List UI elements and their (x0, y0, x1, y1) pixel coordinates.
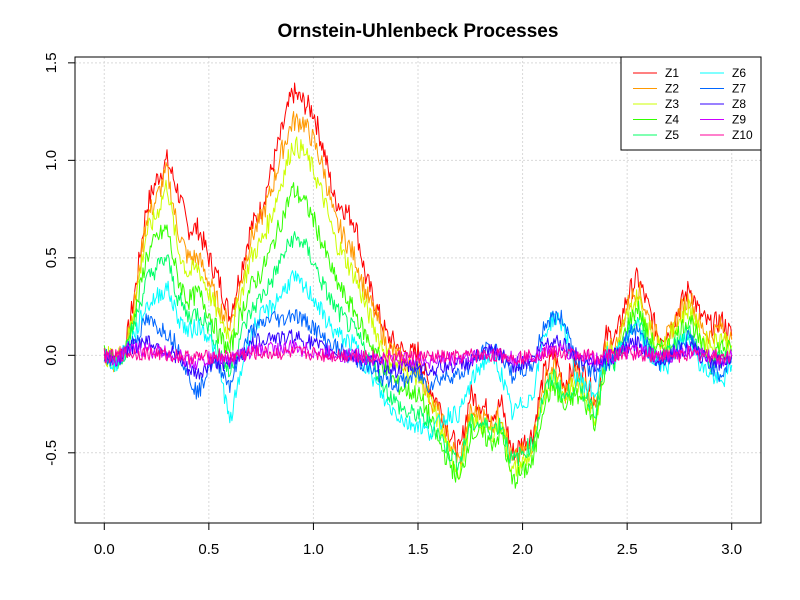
y-tick-label: 1.5 (43, 52, 60, 73)
series-line-z3 (103, 136, 733, 481)
x-tick-label: 2.0 (512, 541, 533, 558)
x-tick-label: 1.5 (408, 541, 429, 558)
legend-label: Z4 (665, 113, 679, 127)
x-tick-label: 0.0 (94, 541, 115, 558)
grid (75, 57, 761, 523)
legend-label: Z10 (732, 128, 753, 142)
series-line-z10 (103, 345, 733, 365)
x-tick-label: 1.0 (303, 541, 324, 558)
y-tick-label: 0.0 (43, 345, 60, 366)
x-axis: 0.0 0.5 1.0 1.5 2.0 2.5 3.0 (94, 523, 742, 558)
y-tick-label: -0.5 (43, 440, 60, 466)
series-line-z1 (103, 82, 733, 461)
legend-label: Z9 (732, 113, 746, 127)
legend-label: Z3 (665, 97, 679, 111)
legend-label: Z7 (732, 82, 746, 96)
legend-label: Z6 (732, 66, 746, 80)
x-tick-label: 0.5 (198, 541, 219, 558)
series-line-z7 (103, 309, 733, 400)
x-tick-label: 2.5 (617, 541, 638, 558)
legend-label: Z2 (665, 82, 679, 96)
legend-label: Z5 (665, 128, 679, 142)
y-tick-label: 0.5 (43, 247, 60, 268)
y-axis: -0.5 0.0 0.5 1.0 1.5 (43, 52, 75, 466)
y-tick-label: 1.0 (43, 150, 60, 171)
legend-label: Z1 (665, 66, 679, 80)
legend-label: Z8 (732, 97, 746, 111)
chart-title: Ornstein-Uhlenbeck Processes (278, 21, 559, 42)
x-tick-label: 3.0 (721, 541, 742, 558)
series-layer (103, 82, 733, 489)
